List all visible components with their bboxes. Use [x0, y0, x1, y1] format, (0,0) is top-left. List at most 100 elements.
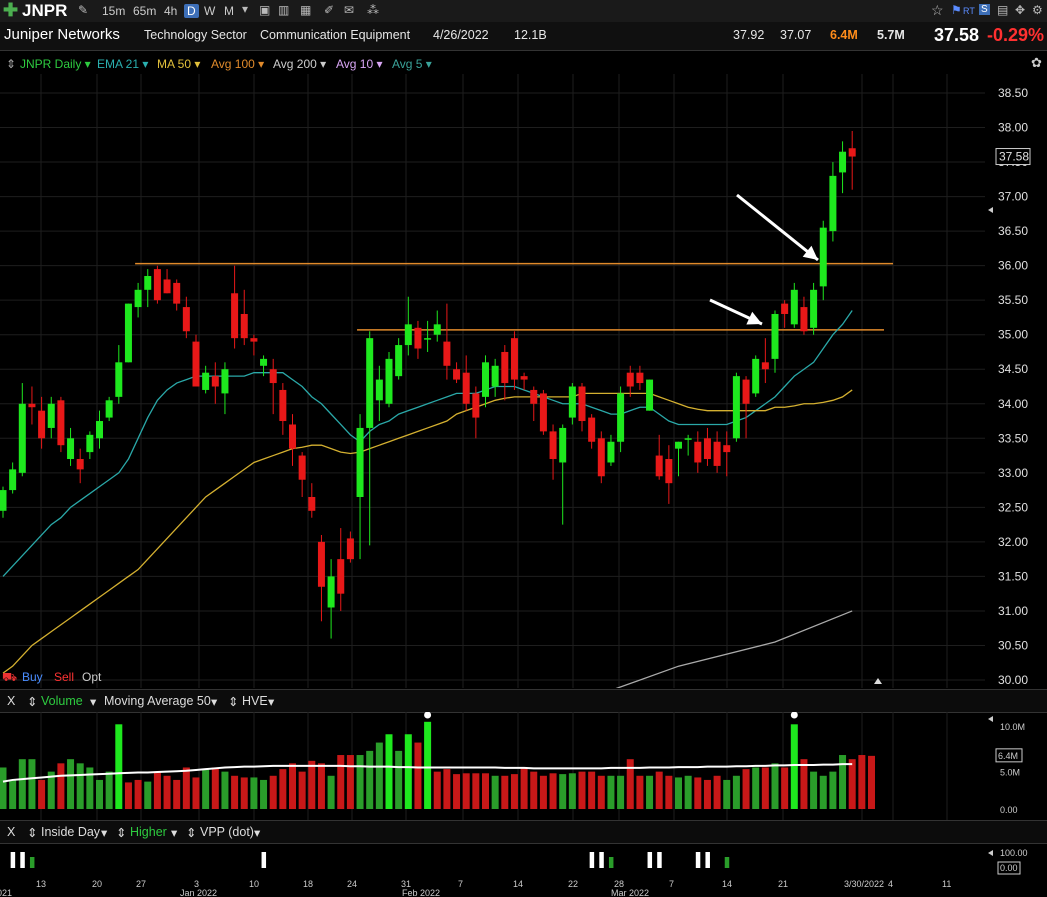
volume-bar — [559, 774, 567, 809]
candle-body — [327, 576, 335, 608]
timeframe-d[interactable]: D — [184, 4, 199, 18]
dropdown-icon[interactable]: ▾ — [242, 2, 249, 16]
timeframe-4h[interactable]: 4h — [164, 4, 178, 18]
timeframe-15m[interactable]: 15m — [102, 4, 126, 18]
hve-label[interactable]: HVE — [242, 694, 268, 708]
inside-day-marker — [695, 852, 701, 868]
candle-body — [703, 438, 711, 460]
candle-body — [848, 148, 856, 157]
draw-icon[interactable]: ✐ — [324, 3, 335, 17]
share-icon[interactable]: ⁂ — [367, 3, 379, 17]
pencil-icon[interactable]: ✎ — [78, 3, 89, 17]
change-percent: -0.29% — [987, 25, 1045, 45]
flag-icon[interactable]: ⚑ — [951, 3, 962, 17]
volume-tick-label: 5.0M — [1000, 767, 1020, 777]
volume-ma-label[interactable]: Moving Average 50 — [104, 694, 211, 708]
legend-avg200[interactable]: Avg 200 ▾ — [273, 57, 327, 71]
candle-body — [346, 538, 354, 560]
volume-handle-icon[interactable]: ⇕ — [27, 695, 38, 709]
legend-avg10[interactable]: Avg 10 ▾ — [336, 57, 383, 71]
layout-icon[interactable]: ▣ — [259, 3, 271, 17]
price-tick-label: 37.00 — [998, 190, 1028, 204]
volume-bar — [134, 779, 142, 809]
volume-bar — [221, 771, 229, 809]
legend-ma50[interactable]: MA 50 ▾ — [157, 57, 201, 71]
candle-body — [810, 289, 818, 328]
calculator-icon[interactable]: ▦ — [300, 3, 312, 17]
symbol-field[interactable]: JNPR — [22, 1, 68, 20]
bar-chart-icon[interactable]: ▥ — [278, 3, 290, 17]
volume-tag: 6.4M — [998, 751, 1018, 761]
chevron-down-icon[interactable]: ▾ — [268, 695, 275, 709]
scan-icon[interactable]: S — [979, 4, 990, 15]
volume-pane-close[interactable]: X — [7, 694, 16, 708]
realtime-icon[interactable]: RT — [963, 6, 975, 16]
candle-body — [211, 376, 219, 387]
legend-symbol[interactable]: JNPR Daily ▾ — [20, 57, 91, 71]
volume-bar — [597, 775, 605, 809]
vpp-handle-icon[interactable]: ⇕ — [186, 826, 197, 840]
volume-bar — [0, 767, 7, 809]
chevron-down-icon[interactable]: ▾ — [211, 695, 218, 709]
candle-body — [713, 441, 721, 466]
sell-button[interactable]: Sell — [54, 670, 75, 684]
date-tick-label: 21 — [778, 879, 788, 889]
volume-label[interactable]: Volume — [41, 694, 83, 708]
candle-body — [9, 469, 17, 491]
inside-day-label[interactable]: Inside Day — [41, 825, 101, 839]
candle-body — [231, 293, 239, 339]
hve-handle-icon[interactable]: ⇕ — [228, 695, 239, 709]
candle-body — [482, 362, 489, 397]
order-icon[interactable]: ⛟ — [2, 670, 18, 684]
candles — [0, 130, 856, 639]
indicator-tag-box — [997, 861, 1021, 875]
chevron-down-icon[interactable]: ▾ — [171, 826, 178, 840]
star-icon[interactable]: ☆ — [931, 2, 944, 18]
price-tick-label: 31.00 — [998, 604, 1028, 618]
candle-body — [38, 410, 46, 439]
volume-bar — [684, 775, 692, 809]
volume-chart[interactable]: 10.0M 5.0M 0.00 6.4M — [0, 712, 1047, 820]
higher-handle-icon[interactable]: ⇕ — [116, 826, 127, 840]
candle-body — [289, 424, 296, 449]
sector[interactable]: Technology Sector — [144, 28, 247, 42]
legend-ema21[interactable]: EMA 21 ▾ — [97, 57, 149, 71]
volume-bar — [626, 759, 634, 809]
candle-body — [163, 279, 171, 294]
chevron-down-icon[interactable]: ▾ — [254, 826, 261, 840]
buy-button[interactable]: Buy — [22, 670, 43, 684]
higher-label[interactable]: Higher — [130, 825, 167, 839]
volume-bar — [462, 773, 470, 809]
chevron-down-icon[interactable]: ▾ — [90, 695, 97, 709]
indicator-pane-close[interactable]: X — [7, 825, 16, 839]
timeframe-w[interactable]: W — [204, 4, 216, 18]
legend-avg100[interactable]: Avg 100 ▾ — [211, 57, 265, 71]
price-tick-label: 36.00 — [998, 259, 1028, 273]
month-label: Feb 2022 — [402, 888, 440, 897]
volume-ma-line — [2, 763, 853, 783]
save-icon[interactable]: ▤ — [997, 3, 1009, 17]
settings-icon[interactable]: ⚙ — [1032, 3, 1043, 17]
move-icon[interactable]: ✥ — [1015, 3, 1026, 17]
indicator-chart[interactable]: 100.00 0.00 13 20 27 3 10 18 24 31 7 14 22 28 7 14 21 3/… — [0, 843, 1047, 897]
legend-handle-icon[interactable]: ⇕ — [6, 57, 17, 71]
note-icon[interactable]: ✉ — [344, 3, 355, 17]
volume-bar — [800, 759, 808, 809]
higher-marker — [724, 857, 730, 868]
candle-body — [0, 490, 7, 511]
color-palette-icon[interactable]: ✿ — [1031, 55, 1042, 70]
vpp-label[interactable]: VPP (dot) — [200, 825, 254, 839]
chevron-down-icon[interactable]: ▾ — [101, 826, 108, 840]
candle-body — [356, 427, 364, 497]
date-tick-label: 28 — [614, 879, 624, 889]
inside-day-handle-icon[interactable]: ⇕ — [27, 826, 38, 840]
industry[interactable]: Communication Equipment — [260, 28, 411, 42]
timeframe-m[interactable]: M — [224, 4, 234, 18]
legend-avg5[interactable]: Avg 5 ▾ — [392, 57, 432, 71]
plus-icon[interactable]: ✚ — [3, 0, 19, 20]
options-button[interactable]: Opt — [82, 670, 102, 684]
horizontal-levels — [135, 262, 893, 331]
timeframe-65m[interactable]: 65m — [133, 4, 157, 18]
price-chart[interactable]: 38.5038.0037.5037.0036.5036.0035.5035.00… — [0, 74, 1047, 688]
axis-pointer-icon — [988, 716, 993, 722]
